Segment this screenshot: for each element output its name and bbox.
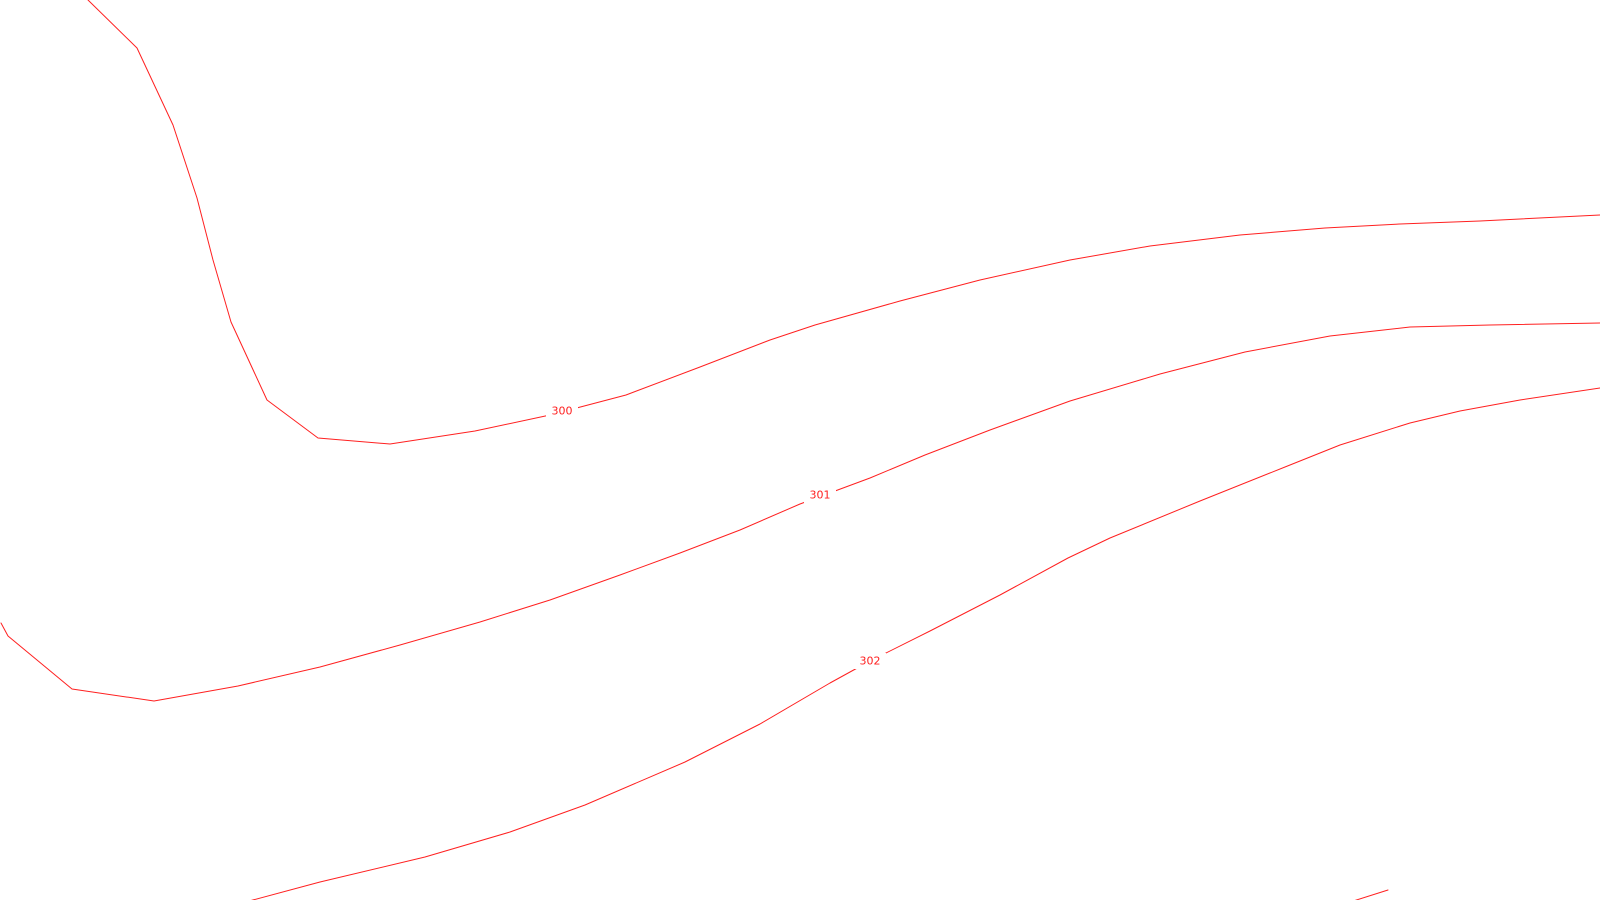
- contour-label-bg-302: [854, 653, 886, 669]
- contour-line-300: [87, 0, 1600, 445]
- contour-label-bg-301: [804, 487, 836, 503]
- contour-label-bg-300: [546, 403, 578, 419]
- contour-line-302: [250, 387, 1600, 900]
- contour-label-300: 300: [552, 405, 573, 418]
- contour-line-301: [0, 322, 1600, 702]
- contour-line-fragment: [1354, 889, 1389, 900]
- contour-label-302: 302: [860, 655, 881, 668]
- contour-label-301: 301: [810, 489, 831, 502]
